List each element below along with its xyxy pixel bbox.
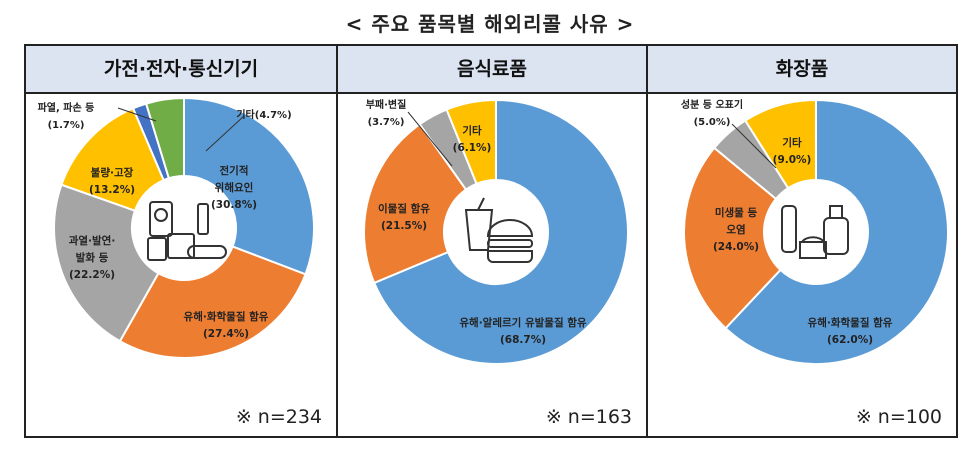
slice-label: 미생물 등 오염 (24.0%) <box>713 206 759 253</box>
slice-label: 성분 등 오표기 (5.0%) <box>681 98 743 128</box>
slice-label: 기타 (9.0%) <box>773 136 812 166</box>
electronics-icon <box>147 201 227 261</box>
donut-hole <box>444 180 548 284</box>
leader-line <box>407 111 453 167</box>
slice-label: 전기적 위해요인 (30.8%) <box>211 164 257 211</box>
cosmetics-icon <box>781 205 849 259</box>
sample-size: ※ n=234 <box>235 406 322 428</box>
leader-line <box>731 123 777 169</box>
leader-line <box>117 107 157 122</box>
slice-label: 유해·화학물질 함유 (62.0%) <box>808 316 893 346</box>
slice-label: 기타 (6.1%) <box>453 124 492 154</box>
slice-label: 부패·변질 (3.7%) <box>366 98 407 128</box>
chart-panels: 가전·전자·통신기기 전기적 위해요인 (30.8%) 유해·화학물질 함유 (27.4… <box>24 44 958 438</box>
panel-title: 화장품 <box>648 46 956 94</box>
panel-cosmetics: 화장품 유해·화학물질 함유 (62.0%) 미생물 등 오염 (24.0%) 성분 등 … <box>646 46 956 436</box>
donut-hole <box>764 180 868 284</box>
leader-line <box>205 115 245 152</box>
slice-label: 유해·알레르기 유발물질 함유 (68.7%) <box>459 316 587 346</box>
panel-food: 음식료품 유해·알레르기 유발물질 함유 (68.7%) 이물질 함유 (21.5%)… <box>336 46 646 436</box>
food-icon <box>464 197 534 263</box>
donut-chart-electronics: 전기적 위해요인 (30.8%) 유해·화학물질 함유 (27.4%) 과열·발연· 발화 … <box>38 96 315 359</box>
slice-label: 이물질 함유 (21.5%) <box>378 202 430 232</box>
panel-title: 가전·전자·통신기기 <box>26 46 336 94</box>
sample-size: ※ n=100 <box>855 406 942 428</box>
slice-label: 유해·화학물질 함유 (27.4%) <box>184 310 269 340</box>
donut-chart-cosmetics: 유해·화학물질 함유 (62.0%) 미생물 등 오염 (24.0%) 성분 등 오표기(… <box>681 98 949 365</box>
slice-label: 과열·발연· 발화 등 (22.2%) <box>69 234 116 281</box>
slice-label: 기타(4.7%) <box>236 108 291 121</box>
slice-label: 파열, 파손 등 (1.7%) <box>38 101 95 131</box>
sample-size: ※ n=163 <box>545 406 632 428</box>
page-title: < 주요 품목별 해외리콜 사유 > <box>345 12 635 36</box>
panel-title: 음식료품 <box>338 46 646 94</box>
slice-label: 불량·고장 (13.2%) <box>89 166 135 196</box>
donut-chart-food: 유해·알레르기 유발물질 함유 (68.7%) 이물질 함유 (21.5%) 부패·변질… <box>363 98 629 365</box>
panel-electronics: 가전·전자·통신기기 전기적 위해요인 (30.8%) 유해·화학물질 함유 (27.4… <box>26 46 336 436</box>
